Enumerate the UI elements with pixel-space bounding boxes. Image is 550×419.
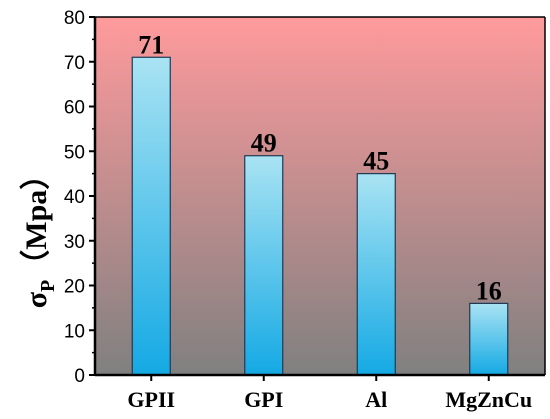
bars-group xyxy=(131,56,509,376)
y-axis-label: σP（Mpa） xyxy=(19,160,59,309)
bar-mgzncu xyxy=(469,302,509,376)
y-tick-label: 30 xyxy=(64,232,85,253)
data-label-mgzncu: 16 xyxy=(476,276,502,305)
x-tick-label-gpi: GPI xyxy=(244,387,283,412)
bar-al xyxy=(356,173,396,376)
data-label-al: 45 xyxy=(363,147,389,176)
y-axis-label-main: σ xyxy=(20,291,53,308)
y-ticks-group: 0 10 20 30 40 50 60 70 80 xyxy=(64,8,95,387)
bar-gpii xyxy=(131,56,171,376)
y-tick-label: 10 xyxy=(64,321,85,342)
y-tick-label: 50 xyxy=(64,142,85,163)
y-tick-label: 40 xyxy=(64,187,85,208)
y-axis-label-subscript: P xyxy=(37,280,59,292)
y-tick-label: 20 xyxy=(64,277,85,298)
y-tick-label: 70 xyxy=(64,53,85,74)
x-tick-label-mgzncu: MgZnCu xyxy=(445,387,532,412)
data-label-gpi: 49 xyxy=(251,129,277,158)
x-tick-label-al: Al xyxy=(365,387,387,412)
bar-gpi xyxy=(244,155,284,376)
x-ticks-group: GPII GPI Al MgZnCu xyxy=(127,375,532,412)
x-tick-label-gpii: GPII xyxy=(127,387,175,412)
y-tick-label: 80 xyxy=(64,8,85,29)
y-axis-label-unit: （Mpa） xyxy=(19,160,53,280)
y-tick-label: 0 xyxy=(74,366,85,387)
data-label-gpii: 71 xyxy=(138,30,164,59)
y-tick-label: 60 xyxy=(64,98,85,119)
data-labels-group: 71 49 45 16 xyxy=(138,30,502,305)
